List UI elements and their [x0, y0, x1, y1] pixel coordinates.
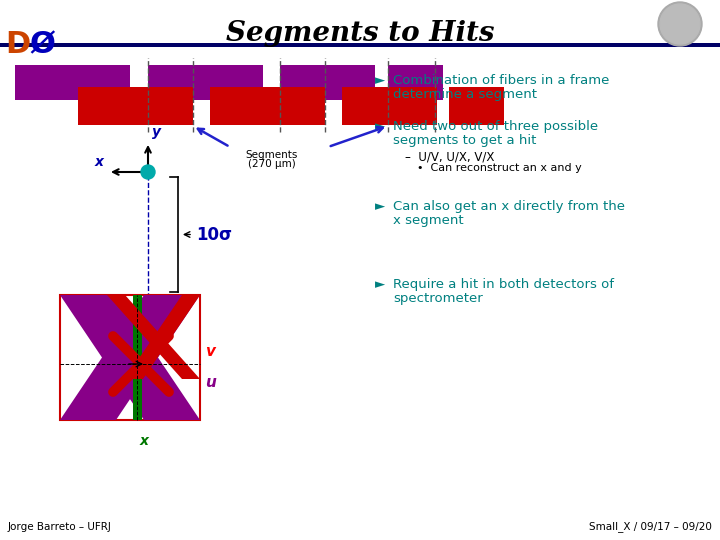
- Text: y: y: [152, 125, 161, 139]
- Bar: [280, 65, 375, 100]
- Text: Require a hit in both detectors of: Require a hit in both detectors of: [393, 278, 614, 291]
- Text: x: x: [95, 155, 104, 169]
- Bar: [60, 295, 200, 420]
- Bar: [15, 65, 130, 100]
- Bar: [78, 87, 193, 125]
- Polygon shape: [125, 295, 200, 379]
- Polygon shape: [60, 295, 200, 420]
- Text: x: x: [140, 434, 149, 448]
- Bar: [0, 43, 720, 47]
- Text: Combination of fibers in a frame: Combination of fibers in a frame: [393, 74, 609, 87]
- Bar: [148, 65, 263, 100]
- Circle shape: [141, 165, 155, 179]
- Text: determine a segment: determine a segment: [393, 88, 537, 101]
- Text: x segment: x segment: [393, 214, 464, 227]
- Bar: [342, 87, 437, 125]
- Text: –  U/V, U/X, V/X: – U/V, U/X, V/X: [405, 150, 495, 163]
- Text: Segments: Segments: [246, 150, 298, 160]
- Text: Jorge Barreto – UFRJ: Jorge Barreto – UFRJ: [8, 522, 112, 532]
- Text: segments to get a hit: segments to get a hit: [393, 134, 536, 147]
- Text: u: u: [205, 375, 216, 390]
- Text: Segments to Hits: Segments to Hits: [226, 20, 494, 47]
- Polygon shape: [60, 295, 200, 420]
- Text: ►: ►: [375, 278, 385, 291]
- Text: (270 μm): (270 μm): [248, 159, 296, 169]
- Text: Ø: Ø: [29, 30, 55, 59]
- Bar: [210, 87, 325, 125]
- Polygon shape: [107, 295, 200, 379]
- Text: spectrometer: spectrometer: [393, 292, 482, 305]
- Text: D: D: [5, 30, 31, 59]
- Bar: [449, 87, 504, 125]
- Text: •  Can reconstruct an x and y: • Can reconstruct an x and y: [417, 163, 582, 173]
- Bar: [133, 295, 142, 420]
- Text: Small_X / 09/17 – 09/20: Small_X / 09/17 – 09/20: [589, 521, 712, 532]
- Circle shape: [658, 2, 702, 46]
- Bar: [388, 65, 443, 100]
- Text: ►: ►: [375, 200, 385, 213]
- Circle shape: [660, 4, 700, 44]
- Text: Can also get an x directly from the: Can also get an x directly from the: [393, 200, 625, 213]
- Text: 10σ: 10σ: [196, 226, 232, 244]
- Text: ►: ►: [375, 74, 385, 87]
- Text: v: v: [205, 344, 215, 359]
- Text: ►: ►: [375, 120, 385, 133]
- Text: Need two out of three possible: Need two out of three possible: [393, 120, 598, 133]
